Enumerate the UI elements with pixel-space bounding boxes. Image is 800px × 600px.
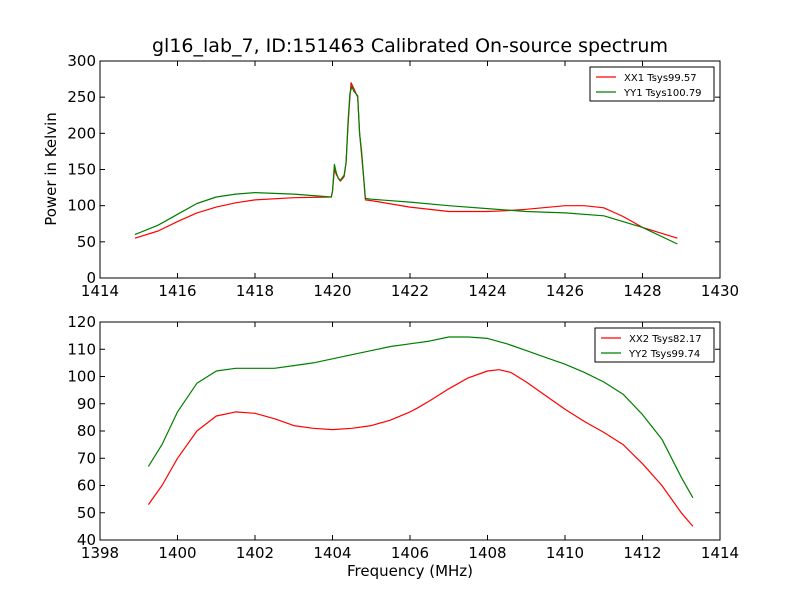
bottom-series-line-2 — [147, 336, 694, 499]
bottom-ytick-label: 110 — [67, 340, 96, 358]
plots-layer: 1414 1416 1418 1420 1422 1424 1426 1428 14300501… — [67, 52, 739, 562]
top-xtick-label: 1430 — [701, 282, 739, 300]
bottom-xtick-label: 1406 — [391, 544, 429, 562]
bottom-xtick-label: 1414 — [701, 544, 739, 562]
bottom-ytick-label: 70 — [77, 449, 96, 467]
top-plot: 1414 1416 1418 1420 1422 1424 1426 1428 1430 0 50 1… — [67, 52, 739, 300]
bottom-ytick-label: 90 — [77, 395, 96, 413]
top-ytick-label: 0 — [86, 269, 96, 287]
top-xtick-label: 1420 — [313, 282, 351, 300]
bottom-xtick-label: 1398 — [81, 544, 119, 562]
top-xtick-label: 1428 — [623, 282, 661, 300]
bottom-xlabel: Frequency (MHz) — [347, 562, 473, 580]
top-ytick-label: 50 — [77, 233, 96, 251]
bottom-legend-label-1: XX2 Tsys82.17 — [629, 334, 702, 345]
top-xtick-label: 1416 — [158, 282, 196, 300]
top-legend-label-2: YY1 Tsys100.79 — [623, 88, 702, 99]
top-legend: XX1 Tsys99.57 YY1 Tsys100.79 — [589, 66, 715, 102]
top-legend-box — [589, 66, 715, 102]
figure-title: gl16_lab_7, ID:151463 Calibrated On-sour… — [152, 35, 668, 57]
top-series-line-1 — [134, 82, 678, 239]
top-ytick-label: 250 — [67, 88, 96, 106]
bottom-xtick-label: 1410 — [546, 544, 584, 562]
top-xtick-label: 1418 — [236, 282, 274, 300]
bottom-ytick-label: 100 — [67, 368, 96, 386]
bottom-ytick-label: 50 — [77, 504, 96, 522]
top-ytick-label: 300 — [67, 52, 96, 70]
bottom-ytick-label: 40 — [77, 531, 96, 549]
bottom-xtick-label: 1404 — [313, 544, 351, 562]
top-legend-label-1: XX1 Tsys99.57 — [624, 73, 697, 84]
top-ylabel: Power in Kelvin — [42, 112, 60, 226]
bottom-xtick-label: 1402 — [236, 544, 274, 562]
bottom-ytick-label: 120 — [67, 313, 96, 331]
top-xtick-label: 1414 — [81, 282, 119, 300]
bottom-legend: XX2 Tsys82.17 YY2 Tsys99.74 — [594, 327, 715, 363]
bottom-legend-label-2: YY2 Tsys99.74 — [628, 349, 700, 360]
top-ytick-label: 100 — [67, 197, 96, 215]
bottom-series-line-1 — [147, 369, 694, 527]
top-ytick-label: 150 — [67, 161, 96, 179]
top-xtick-label: 1426 — [546, 282, 584, 300]
bottom-ytick-label: 60 — [77, 477, 96, 495]
top-xtick-label: 1422 — [391, 282, 429, 300]
bottom-ytick-label: 80 — [77, 422, 96, 440]
top-ytick-label: 200 — [67, 124, 96, 142]
bottom-xtick-label: 1412 — [623, 544, 661, 562]
bottom-legend-box — [594, 327, 715, 363]
top-xtick-label: 1424 — [468, 282, 506, 300]
bottom-xtick-label: 1400 — [158, 544, 196, 562]
bottom-xtick-label: 1408 — [468, 544, 506, 562]
top-series-line-2 — [134, 85, 678, 245]
bottom-plot: 1398 1400 1402 1404 1406 1408 1410 1412 1414 40 50… — [67, 313, 739, 562]
